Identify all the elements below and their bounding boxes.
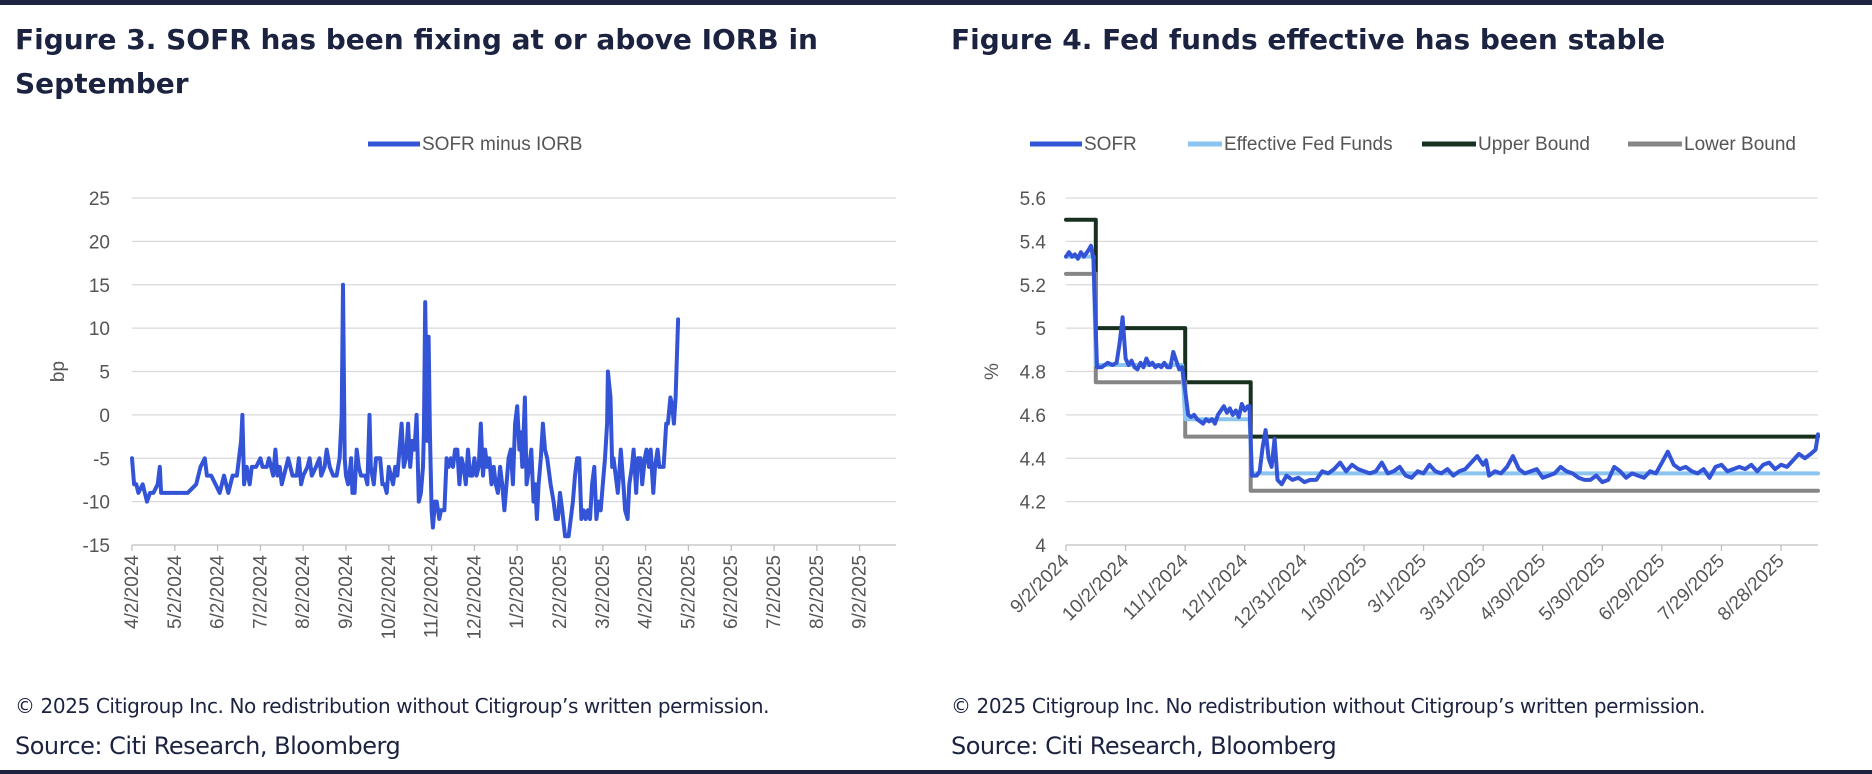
series-line-sofr	[1064, 243, 1820, 487]
legend-label: Upper Bound	[1478, 134, 1590, 155]
legend-label: SOFR	[1084, 134, 1137, 155]
y-tick-label: 5	[99, 363, 110, 384]
y-tick-label: 25	[89, 189, 110, 210]
figure-4-title: Figure 4. Fed funds effective has been s…	[951, 23, 1666, 56]
x-tick-label: 5/2/2025	[678, 555, 699, 629]
x-tick-label: 4/2/2024	[122, 555, 143, 629]
x-tick-label: 7/2/2025	[764, 555, 785, 629]
bottom-rule	[0, 770, 1872, 774]
y-tick-label: 4.8	[1020, 363, 1046, 384]
legend-label: Effective Fed Funds	[1224, 134, 1393, 155]
x-tick-label: 1/2/2025	[507, 555, 528, 629]
figure-3-source: Source: Citi Research, Bloomberg	[15, 732, 401, 760]
legend-label: SOFR minus IORB	[422, 134, 582, 155]
x-tick-label: 7/2/2024	[250, 555, 271, 629]
y-tick-label: 4.6	[1020, 406, 1046, 427]
x-tick-label: 3/2/2025	[593, 555, 614, 629]
figure-3-title: Figure 3. SOFR has been fixing at or abo…	[15, 23, 818, 100]
figure-3-panel: Figure 3. SOFR has been fixing at or abo…	[15, 23, 896, 760]
x-tick-label: 8/2/2025	[807, 555, 828, 629]
x-tick-label: 6/2/2024	[208, 555, 229, 629]
y-tick-label: 5.6	[1020, 189, 1046, 210]
figure-4-chart: 5.65.45.254.84.64.44.24%9/2/202410/2/202…	[982, 134, 1820, 633]
top-rule	[0, 0, 1872, 5]
y-axis-label: %	[982, 363, 1003, 380]
y-tick-label: 4.4	[1020, 449, 1047, 470]
figure-4-copyright: © 2025 Citigroup Inc. No redistribution …	[951, 694, 1706, 718]
x-tick-label: 8/2/2024	[293, 555, 314, 629]
y-tick-label: -5	[93, 449, 110, 470]
x-tick-label: 6/2/2025	[721, 555, 742, 629]
y-tick-label: 15	[89, 276, 110, 297]
y-tick-label: 4	[1035, 536, 1046, 557]
y-tick-label: 20	[89, 232, 110, 253]
legend-label: Lower Bound	[1684, 134, 1796, 155]
y-tick-label: 4.2	[1020, 493, 1046, 514]
x-tick-label: 10/2/2024	[379, 555, 400, 640]
y-tick-label: 5	[1035, 319, 1046, 340]
x-tick-label: 12/2/2024	[464, 555, 485, 640]
y-tick-label: 5.4	[1020, 232, 1047, 253]
x-tick-label: 4/2/2025	[636, 555, 657, 629]
x-tick-label: 2/2/2025	[550, 555, 571, 629]
y-tick-label: 10	[89, 319, 110, 340]
y-tick-label: 5.2	[1020, 276, 1046, 297]
x-tick-label: 9/2/2024	[336, 555, 357, 629]
figure-4-source: Source: Citi Research, Bloomberg	[951, 732, 1337, 760]
figure-3-chart: 25 20 15 10 5 0 -5 -10 -15 bp 4/2/2024 5/2/2024 6/2/…	[48, 134, 896, 640]
x-tick-label: 9/2/2025	[850, 555, 871, 629]
y-tick-label: 0	[99, 406, 110, 427]
y-tick-label: -10	[83, 493, 110, 514]
x-tick-label: 5/2/2024	[165, 555, 186, 629]
x-tick-label: 10/2/2024	[1059, 550, 1134, 625]
y-tick-label: -15	[83, 536, 110, 557]
x-tick-label: 11/2/2024	[422, 555, 443, 639]
figure-3-copyright: © 2025 Citigroup Inc. No redistribution …	[15, 694, 770, 718]
figure-4-panel: Figure 4. Fed funds effective has been s…	[936, 0, 1872, 774]
series-line-sofr-minus-iorb	[130, 282, 681, 539]
y-axis-label: bp	[48, 361, 69, 382]
